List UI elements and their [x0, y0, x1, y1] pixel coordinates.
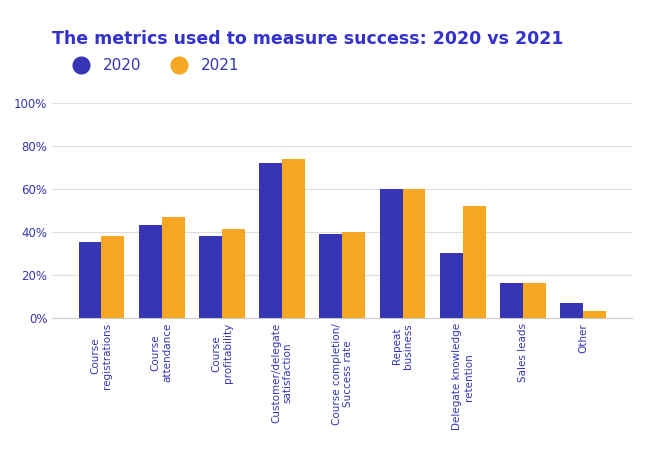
Bar [139, 225, 162, 318]
Bar [402, 189, 425, 318]
Bar [78, 242, 102, 318]
Bar [583, 311, 606, 318]
Legend: 2020, 2021: 2020, 2021 [60, 52, 245, 79]
Bar [560, 303, 583, 318]
Bar [162, 217, 185, 318]
Bar [342, 232, 365, 318]
Bar [500, 283, 523, 318]
Bar [222, 229, 244, 318]
Bar [463, 206, 486, 318]
Bar [282, 159, 305, 318]
Bar [319, 234, 342, 318]
Bar [259, 163, 282, 318]
Bar [523, 283, 546, 318]
Text: The metrics used to measure success: 2020 vs 2021: The metrics used to measure success: 202… [52, 30, 564, 49]
Bar [379, 189, 402, 318]
Bar [102, 236, 125, 318]
Bar [199, 236, 222, 318]
Bar [440, 253, 463, 318]
